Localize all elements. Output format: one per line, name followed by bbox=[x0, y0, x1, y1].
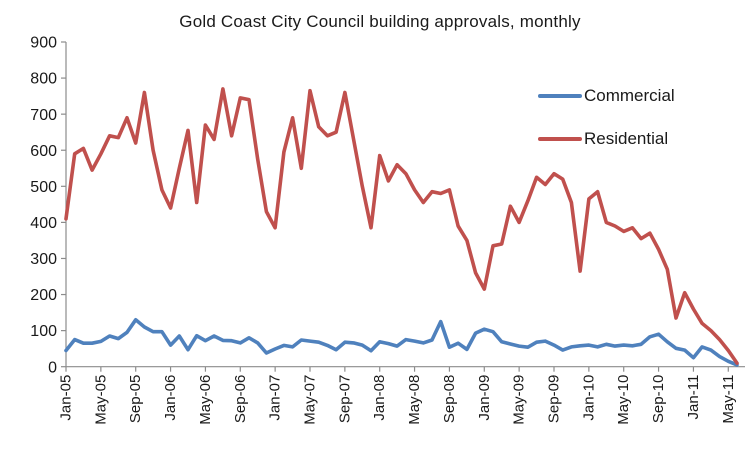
residential-line-swatch bbox=[538, 136, 582, 141]
x-tick-label: May-10 bbox=[615, 375, 632, 425]
x-tick-label: Sep-06 bbox=[232, 375, 249, 423]
x-tick-label: Jan-11 bbox=[685, 375, 702, 420]
x-tick-label: Jan-06 bbox=[162, 375, 179, 421]
x-tick-label: May-09 bbox=[511, 375, 528, 425]
x-tick-label: Jan-05 bbox=[58, 375, 75, 421]
x-tick-label: May-08 bbox=[406, 375, 423, 425]
legend: Commercial Residential bbox=[538, 85, 675, 171]
legend-label-commercial: Commercial bbox=[584, 85, 675, 105]
y-tick-label: 500 bbox=[30, 179, 57, 196]
y-tick-label: 900 bbox=[30, 35, 57, 52]
y-tick-label: 0 bbox=[48, 359, 57, 376]
commercial-line-swatch bbox=[538, 93, 582, 98]
y-tick-label: 400 bbox=[30, 215, 57, 232]
y-tick-label: 600 bbox=[30, 143, 57, 160]
x-tick-label: Jan-10 bbox=[580, 375, 597, 421]
series-line-residential bbox=[64, 87, 739, 365]
legend-label-residential: Residential bbox=[584, 128, 669, 148]
x-tick-label: May-06 bbox=[197, 375, 214, 425]
x-tick-label: May-11 bbox=[720, 375, 737, 424]
x-tick-label: Sep-07 bbox=[336, 375, 353, 423]
x-tick-label: Sep-09 bbox=[546, 375, 563, 423]
series-line-commercial bbox=[64, 317, 739, 367]
y-tick-label: 100 bbox=[30, 323, 57, 340]
x-tick-label: Sep-10 bbox=[650, 375, 667, 423]
legend-item-residential: Residential bbox=[538, 128, 675, 149]
y-tick-label: 200 bbox=[30, 287, 57, 304]
x-tick-label: May-07 bbox=[302, 375, 319, 425]
y-tick-label: 300 bbox=[30, 251, 57, 268]
x-tick-label: May-05 bbox=[92, 375, 109, 425]
chart-title: Gold Coast City Council building approva… bbox=[179, 12, 581, 31]
x-tick-label: Jan-07 bbox=[267, 375, 284, 421]
legend-item-commercial: Commercial bbox=[538, 85, 675, 106]
x-tick-label: Sep-05 bbox=[127, 375, 144, 423]
y-tick-label: 800 bbox=[30, 71, 57, 88]
y-tick-label: 700 bbox=[30, 107, 57, 124]
x-tick-label: Sep-08 bbox=[441, 375, 458, 423]
x-tick-label: Jan-09 bbox=[476, 375, 493, 421]
x-tick-label: Jan-08 bbox=[371, 375, 388, 421]
